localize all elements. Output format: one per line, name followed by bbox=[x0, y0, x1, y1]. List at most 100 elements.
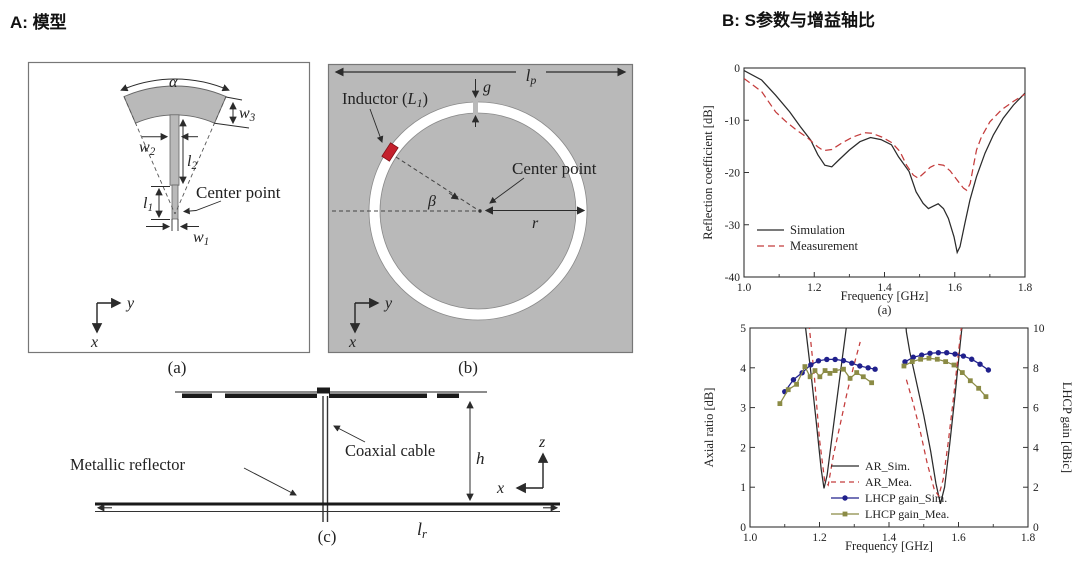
reflection-coefficient-chart: 1.0 1.2 1.4 1.6 1.8 0 -10 -20 -30 -40 Reflection c… bbox=[701, 63, 1033, 317]
dashed-edge-right bbox=[174, 96, 227, 215]
plot-border bbox=[743, 67, 1026, 278]
alpha-dimension-arc bbox=[120, 78, 230, 92]
lr-label: lr bbox=[417, 519, 427, 541]
legend-label: AR_Sim. bbox=[865, 459, 910, 473]
panel-a-title: A: 模型 bbox=[10, 13, 67, 32]
center-dot bbox=[478, 209, 482, 213]
coaxial-cable-label: Coaxial cable bbox=[345, 441, 435, 460]
inductor-leader bbox=[369, 108, 384, 143]
alpha-label: α bbox=[169, 74, 178, 91]
patch-segment-1 bbox=[182, 393, 212, 398]
axis-y-label-b: y bbox=[383, 295, 393, 312]
y-right-tick-label: 8 bbox=[1033, 363, 1039, 375]
w3-label: w3 bbox=[239, 105, 256, 124]
x-tick-label: 1.6 bbox=[948, 282, 963, 294]
caption-c: (c) bbox=[318, 527, 337, 546]
caption-a: (a) bbox=[167, 358, 187, 377]
y-tick-label: 3 bbox=[740, 403, 746, 415]
patch-segment-4 bbox=[437, 393, 459, 398]
x-tick-label: 1.6 bbox=[951, 532, 966, 544]
patch-element-diagram: α w3 w2 l2 l1 w1 Center point y x bbox=[27, 61, 311, 354]
inductor-chip bbox=[381, 142, 399, 162]
axis-x-label-a: x bbox=[90, 334, 98, 351]
w3-ext-bottom bbox=[214, 122, 250, 129]
axis-x-label-b: x bbox=[348, 334, 356, 351]
l2-label: l2 bbox=[187, 153, 197, 172]
legend-label: Measurement bbox=[790, 239, 859, 253]
beta-label: β bbox=[427, 193, 436, 210]
feed-joint bbox=[317, 387, 330, 394]
axis-y-label-a: y bbox=[125, 295, 135, 312]
series-ar-mea- bbox=[808, 328, 962, 498]
legend-label: Simulation bbox=[790, 223, 846, 237]
g-label: g bbox=[483, 79, 491, 96]
lp-label-bg bbox=[516, 66, 546, 83]
x-tick-label: 1.0 bbox=[737, 282, 752, 294]
series-simulation bbox=[744, 70, 1025, 255]
inductor-label: Inductor (L1) bbox=[342, 89, 428, 110]
y-right-axis-title: LHCP gain [dBic] bbox=[1060, 382, 1074, 473]
series-lhcp-gain-mea- bbox=[777, 355, 989, 407]
x-tick-label: 1.8 bbox=[1021, 532, 1036, 544]
r-label: r bbox=[532, 215, 539, 232]
y-tick-label: 5 bbox=[740, 323, 746, 335]
series-measurement bbox=[744, 77, 1025, 192]
x-tick-label: 1.8 bbox=[1018, 282, 1033, 294]
y-tick-label: -10 bbox=[725, 115, 741, 127]
x-axis-title: Frequency [GHz] bbox=[841, 289, 929, 303]
patch-segment-3 bbox=[329, 393, 427, 398]
y-tick-label: 2 bbox=[740, 442, 746, 454]
y-right-tick-label: 4 bbox=[1033, 442, 1039, 454]
legend-label: AR_Mea. bbox=[865, 475, 912, 489]
y-right-tick-label: 2 bbox=[1033, 482, 1039, 494]
y-tick-label: 1 bbox=[740, 482, 746, 494]
w1-label: w1 bbox=[193, 229, 209, 248]
center-point-label-b: Center point bbox=[512, 159, 597, 178]
h-label: h bbox=[476, 449, 485, 468]
y-tick-label: 4 bbox=[740, 363, 746, 375]
x-tick-label: 1.0 bbox=[743, 532, 758, 544]
y-right-tick-label: 10 bbox=[1033, 323, 1045, 335]
x-tick-label: 1.4 bbox=[877, 282, 892, 294]
y-axis-title: Reflection coefficient [dB] bbox=[701, 105, 715, 239]
axis-z-label-c: z bbox=[538, 434, 546, 451]
center-point-leader-b bbox=[489, 177, 525, 204]
series-lhcp-gain-sim- bbox=[782, 349, 992, 395]
stem-narrow bbox=[171, 184, 179, 220]
y-tick-label: 0 bbox=[734, 63, 740, 75]
dashed-edge-left bbox=[123, 96, 176, 215]
panel-b-title: B: S参数与增益轴比 bbox=[722, 11, 875, 30]
legend-label: LHCP gain_Sim. bbox=[865, 491, 947, 505]
radial-dashed-line bbox=[395, 156, 479, 211]
y-tick-label: 0 bbox=[740, 522, 746, 534]
side-view-diagram: h lr (c) Metallic reflector Coaxial cabl… bbox=[70, 387, 560, 546]
metallic-reflector-label: Metallic reflector bbox=[70, 455, 185, 474]
w2-label: w2 bbox=[139, 139, 156, 158]
y-right-tick-label: 6 bbox=[1033, 403, 1039, 415]
beta-arrow bbox=[448, 192, 459, 200]
axis-x-label-c: x bbox=[496, 480, 504, 497]
x-tick-label: 1.4 bbox=[882, 532, 897, 544]
center-point-label-a: Center point bbox=[196, 183, 281, 202]
y-tick-label: -30 bbox=[725, 220, 741, 232]
legend-marker bbox=[842, 495, 848, 501]
x-tick-label: 1.2 bbox=[807, 282, 822, 294]
lp-label: lp bbox=[526, 66, 537, 87]
chart-caption: (a) bbox=[878, 303, 892, 317]
caption-b: (b) bbox=[458, 358, 478, 377]
center-point-leader-a bbox=[182, 200, 222, 215]
stem-wide bbox=[169, 114, 180, 186]
ring-patch-diagram: lp g Inductor (L1) β r Center point y x bbox=[327, 63, 634, 354]
y-tick-label: -20 bbox=[725, 168, 741, 180]
y-tick-label: -40 bbox=[725, 272, 741, 284]
w3-ext-top bbox=[225, 96, 243, 101]
l1-label: l1 bbox=[143, 195, 153, 214]
y-axis-title: Axial ratio [dB] bbox=[702, 388, 716, 468]
legend-marker bbox=[842, 511, 848, 517]
patch-segment-2 bbox=[225, 393, 317, 398]
coaxial-cable-leader bbox=[333, 425, 366, 443]
legend-label: LHCP gain_Mea. bbox=[865, 507, 949, 521]
y-right-tick-label: 0 bbox=[1033, 522, 1039, 534]
